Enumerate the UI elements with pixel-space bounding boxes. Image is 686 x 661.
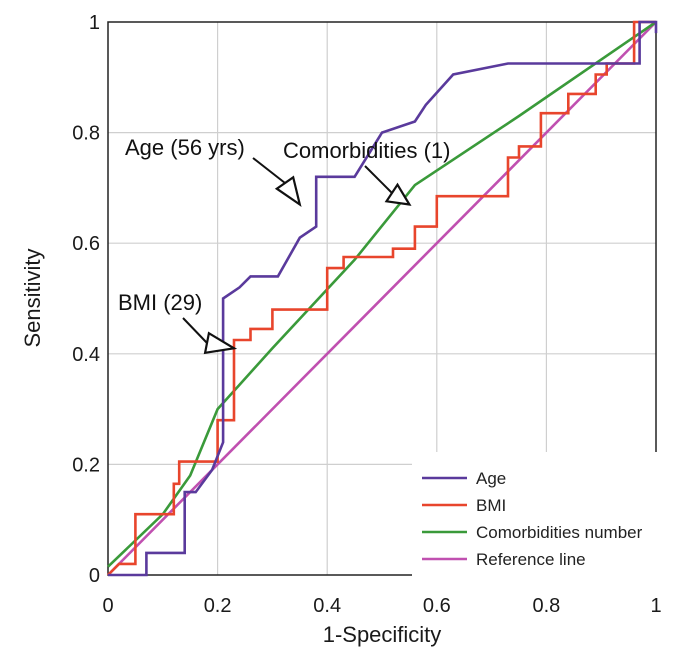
y-tick-label: 1 xyxy=(89,12,100,34)
x-tick-label: 0.8 xyxy=(532,595,560,617)
y-tick-label: 0.8 xyxy=(72,123,100,145)
y-tick-label: 0.2 xyxy=(72,454,100,476)
annotation-label: Comorbidities (1) xyxy=(283,138,451,163)
series-group xyxy=(107,20,658,577)
plot-frame xyxy=(107,21,657,576)
y-tick-label: 0 xyxy=(89,565,100,587)
x-axis-label: 1-Specificity xyxy=(323,622,442,647)
x-tick-label: 0.2 xyxy=(204,595,232,617)
x-tick-label: 0.4 xyxy=(313,595,341,617)
y-tick-label: 0.4 xyxy=(72,344,100,366)
legend-label-age: Age xyxy=(476,469,506,488)
annotation-label: BMI (29) xyxy=(118,290,202,315)
legend: Age BMI Comorbidities number Reference line xyxy=(412,452,666,582)
annotation-arrow-line xyxy=(182,317,208,344)
annotation-arrow-head xyxy=(274,175,302,208)
legend-box xyxy=(412,452,666,582)
series-line-age xyxy=(108,20,658,577)
series-line-bmi xyxy=(107,20,656,576)
y-axis-label: Sensitivity xyxy=(20,248,45,347)
annotation-arrow-line xyxy=(364,165,393,194)
y-tick-label: 0.6 xyxy=(72,233,100,255)
series-line-comorbidities-number xyxy=(107,20,657,568)
annotation-arrow-line xyxy=(252,157,286,184)
legend-label-reference-line: Reference line xyxy=(476,550,586,569)
legend-label-comorbidities-number: Comorbidities number xyxy=(476,523,643,542)
x-tick-label: 0.6 xyxy=(423,595,451,617)
annotations: Age (56 yrs) Comorbidities (1) BMI (29) xyxy=(118,135,451,355)
x-tick-label: 1 xyxy=(650,595,661,617)
annotation-label: Age (56 yrs) xyxy=(125,135,245,160)
annotation-arrow-head xyxy=(203,331,238,355)
x-tick-label: 0 xyxy=(102,595,113,617)
axis-ticks: 0 0.2 0.4 0.6 0.8 1 0 0.2 0.4 0.6 0.8 1 xyxy=(72,12,661,617)
legend-label-bmi: BMI xyxy=(476,496,506,515)
annotation-arrow-head xyxy=(384,182,412,206)
